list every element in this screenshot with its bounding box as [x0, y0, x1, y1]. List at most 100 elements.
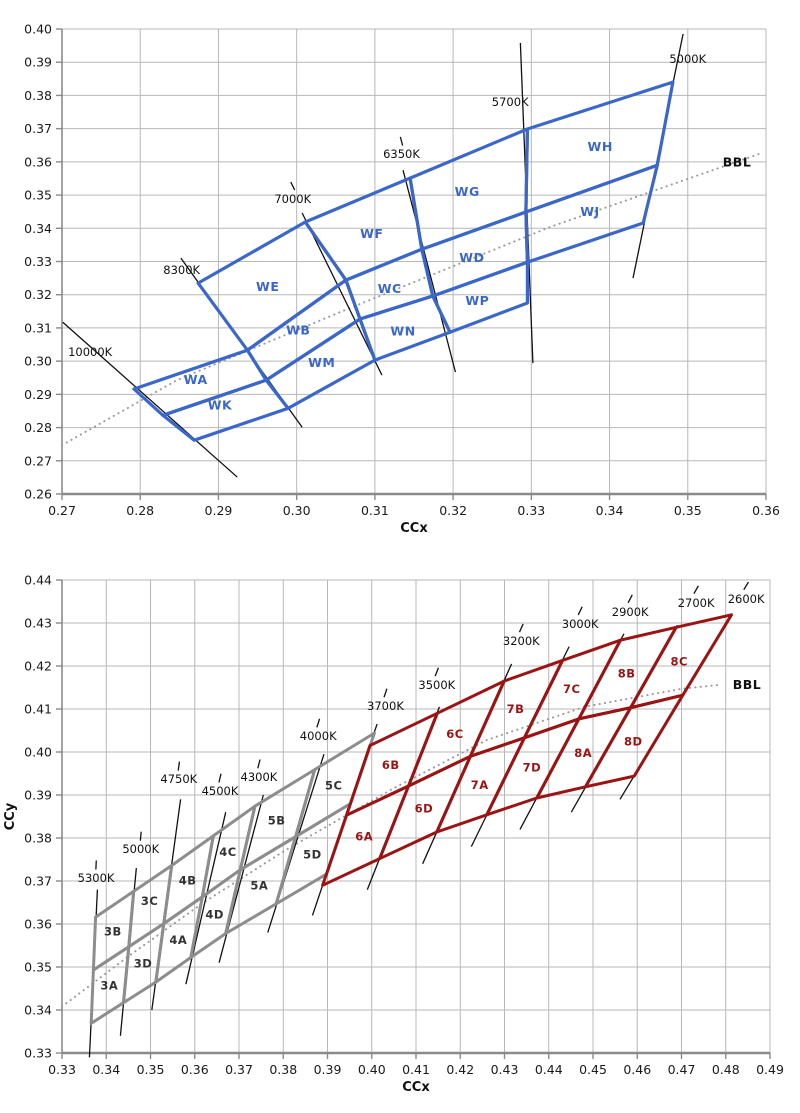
bin-label-WD: WD: [459, 250, 484, 265]
cct-tick-3700K: [383, 688, 388, 698]
tick-label-y: 0.44: [24, 573, 52, 588]
cct-tick-7000K: [290, 181, 296, 191]
tick-label-x: 0.48: [712, 1062, 740, 1077]
bin-label-3C: 3C: [141, 894, 158, 908]
tick-label-y: 0.30: [24, 354, 52, 369]
bin-label-5A: 5A: [250, 879, 268, 893]
bin-label-4D: 4D: [205, 908, 224, 922]
tick-label-x: 0.33: [517, 503, 545, 518]
tick-label-x: 0.44: [535, 1062, 563, 1077]
cct-tick-6350K: [399, 136, 404, 146]
bin-label-WJ: WJ: [580, 204, 599, 219]
cct-line-10000K: [62, 321, 238, 478]
x-axis-title: CCx: [400, 521, 428, 536]
bbl-line: [61, 683, 721, 1008]
tick-label-x: 0.42: [446, 1062, 474, 1077]
bin-label-7D: 7D: [523, 760, 542, 774]
cct-label-3500K: 3500K: [418, 678, 455, 692]
tick-label-x: 0.41: [402, 1062, 430, 1077]
cct-label-4300K: 4300K: [241, 770, 278, 784]
cct-tick-4300K: [257, 759, 261, 769]
bin-label-WF: WF: [360, 226, 383, 241]
tick-label-x: 0.31: [361, 503, 389, 518]
tick-label-y: 0.37: [24, 874, 52, 889]
bin-label-5B: 5B: [268, 813, 286, 827]
tick-label-y: 0.28: [24, 420, 52, 435]
bin-label-7A: 7A: [471, 778, 489, 792]
tick-label-x: 0.38: [269, 1062, 297, 1077]
cct-tick-4500K: [218, 773, 222, 783]
cct-tick-5000K: [139, 831, 142, 841]
cct-label-2600K: 2600K: [728, 592, 765, 606]
tick-label-y: 0.26: [24, 487, 52, 502]
cct-line-7000K: [301, 212, 383, 376]
cct-tick-3200K: [518, 623, 524, 633]
bin-label-7B: 7B: [507, 702, 525, 716]
tick-label-x: 0.36: [181, 1062, 209, 1077]
cct-label-7000K: 7000K: [274, 192, 311, 206]
tick-label-y: 0.39: [24, 55, 52, 70]
cct-label-4750K: 4750K: [160, 772, 197, 786]
tick-label-x: 0.40: [358, 1062, 386, 1077]
tick-label-x: 0.47: [668, 1062, 696, 1077]
tick-label-x: 0.34: [596, 503, 624, 518]
tick-label-y: 0.31: [24, 320, 52, 335]
bin-label-4A: 4A: [169, 933, 187, 947]
cct-label-5700K: 5700K: [492, 95, 529, 109]
tick-label-y: 0.29: [24, 387, 52, 402]
tick-label-x: 0.35: [137, 1062, 165, 1077]
bin-label-8C: 8C: [671, 654, 688, 668]
tick-label-y: 0.33: [24, 254, 52, 269]
tick-label-y: 0.32: [24, 287, 52, 302]
tick-label-y: 0.36: [24, 154, 52, 169]
cct-label-2700K: 2700K: [678, 596, 715, 610]
tick-label-x: 0.43: [491, 1062, 519, 1077]
bin-label-6C: 6C: [446, 727, 463, 741]
tick-label-y: 0.41: [24, 702, 52, 717]
cct-tick-2900K: [627, 594, 633, 604]
tick-label-x: 0.30: [283, 503, 311, 518]
tick-label-y: 0.39: [24, 788, 52, 803]
cct-label-4500K: 4500K: [202, 784, 239, 798]
tick-label-x: 0.33: [48, 1062, 76, 1077]
cct-tick-3000K: [577, 606, 583, 616]
tick-label-x: 0.36: [752, 503, 780, 518]
cct-label-3200K: 3200K: [503, 634, 540, 648]
cct-tick-2600K: [743, 581, 749, 591]
bin-8D: [584, 693, 685, 789]
bbl-line: [61, 151, 764, 447]
cct-tick-4000K: [316, 718, 321, 728]
cct-label-5000K: 5000K: [122, 842, 159, 856]
tick-label-y: 0.34: [24, 1003, 52, 1018]
tick-label-y: 0.34: [24, 221, 52, 236]
tick-label-x: 0.28: [126, 503, 154, 518]
tick-label-x: 0.27: [48, 503, 76, 518]
tick-label-y: 0.38: [24, 831, 52, 846]
bin-label-WA: WA: [184, 372, 208, 387]
tick-label-x: 0.29: [205, 503, 233, 518]
x-axis-title: CCx: [402, 1080, 430, 1095]
cct-label-3700K: 3700K: [367, 699, 404, 713]
cct-label-5300K: 5300K: [78, 871, 115, 885]
cct-tick-3500K: [434, 667, 440, 677]
bin-label-WP: WP: [465, 293, 489, 308]
tick-label-y: 0.35: [24, 960, 52, 975]
bin-label-3D: 3D: [134, 957, 153, 971]
y-axis-title: CCy: [3, 802, 18, 830]
tick-label-x: 0.34: [92, 1062, 120, 1077]
bin-label-8A: 8A: [574, 746, 592, 760]
tick-label-x: 0.35: [674, 503, 702, 518]
cct-label-5000K: 5000K: [669, 52, 706, 66]
bin-label-6D: 6D: [415, 801, 434, 815]
bin-label-3B: 3B: [104, 924, 122, 938]
cct-line-6350K: [402, 169, 457, 373]
tick-label-y: 0.35: [24, 188, 52, 203]
bbl-label: BBL: [733, 677, 762, 692]
tick-label-x: 0.32: [439, 503, 467, 518]
bbl-label: BBL: [723, 155, 752, 170]
tick-label-y: 0.33: [24, 1046, 52, 1061]
bin-WJ: [524, 163, 659, 264]
bin-label-WG: WG: [455, 184, 480, 199]
